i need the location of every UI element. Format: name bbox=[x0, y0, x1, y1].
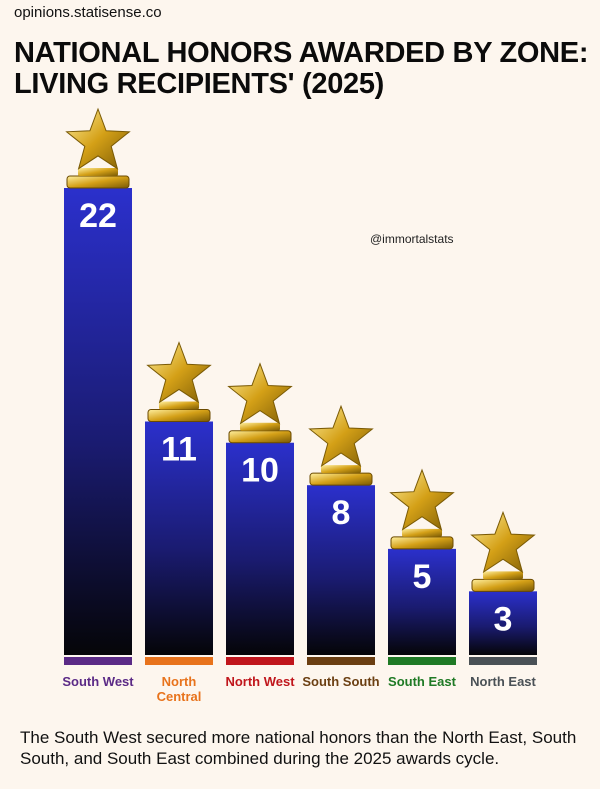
bar bbox=[469, 591, 537, 655]
category-underline bbox=[307, 657, 375, 665]
category-underline bbox=[64, 657, 132, 665]
bar bbox=[145, 421, 213, 655]
trophy-star bbox=[227, 362, 293, 425]
x-tick-label: North East bbox=[470, 674, 536, 689]
trophy-base bbox=[471, 578, 535, 592]
category-underline bbox=[388, 657, 456, 665]
value-label: 8 bbox=[332, 494, 351, 532]
value-label: 22 bbox=[79, 197, 117, 235]
bar bbox=[64, 188, 132, 655]
source: opinions.statisense.co bbox=[14, 4, 162, 21]
category-underline bbox=[226, 657, 294, 665]
trophy-base bbox=[66, 175, 130, 189]
value-label: 5 bbox=[413, 558, 432, 596]
bar bbox=[388, 548, 456, 655]
trophy-stem bbox=[78, 168, 118, 176]
x-tick-label: South South bbox=[302, 674, 380, 689]
value-label: 3 bbox=[494, 600, 513, 638]
bar bbox=[307, 485, 375, 655]
trophy-stem bbox=[483, 571, 523, 580]
trophy-stem bbox=[240, 422, 280, 431]
x-tick-label: South West bbox=[62, 674, 134, 689]
trophy-base bbox=[147, 409, 211, 422]
trophy-stem bbox=[402, 528, 442, 537]
bar bbox=[226, 442, 294, 655]
trophy-star bbox=[65, 107, 131, 170]
trophy-stem bbox=[159, 401, 199, 410]
x-tick-label: North West bbox=[225, 674, 295, 689]
trophy-base bbox=[309, 472, 373, 486]
category-underline bbox=[469, 657, 537, 665]
trophy-star bbox=[308, 404, 374, 468]
value-label: 11 bbox=[161, 430, 197, 468]
trophy-star bbox=[389, 468, 455, 531]
value-label: 10 bbox=[241, 452, 279, 490]
chart-title: NATIONAL HONORS AWARDED BY ZONE: LIVING … bbox=[14, 37, 589, 100]
caption: The South West secured more national hon… bbox=[20, 728, 577, 768]
trophy-star bbox=[146, 341, 212, 404]
category-underline bbox=[145, 657, 213, 665]
trophy-star bbox=[470, 510, 536, 574]
trophy-stem bbox=[321, 465, 361, 474]
trophy-base bbox=[390, 536, 454, 550]
trophy-base bbox=[228, 430, 292, 444]
watermark: @immortalstats bbox=[370, 232, 454, 246]
x-tick-label: North Central bbox=[156, 674, 202, 704]
x-tick-label: South East bbox=[388, 674, 456, 689]
